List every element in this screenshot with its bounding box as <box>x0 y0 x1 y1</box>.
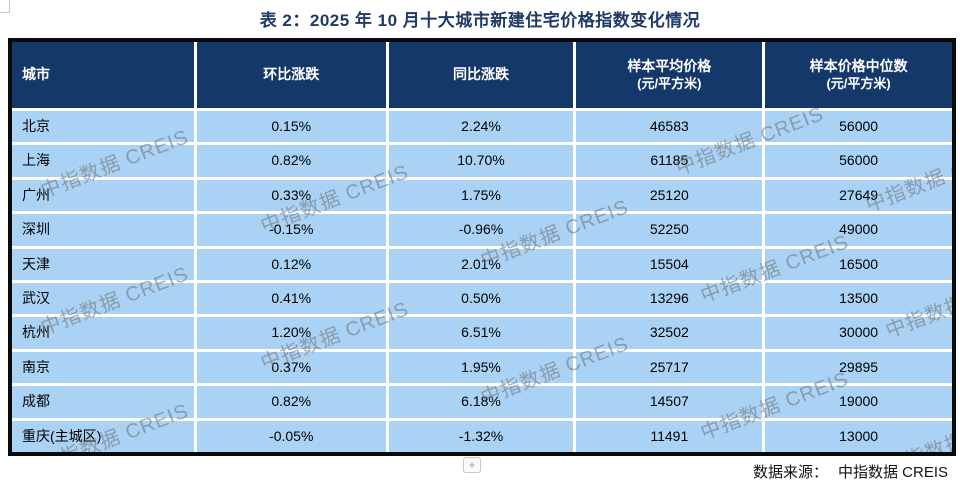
value-cell: 13296 <box>576 282 763 315</box>
value-cell: 49000 <box>765 214 952 246</box>
column-header: 同比涨跌 <box>388 42 574 108</box>
value-cell: 14507 <box>576 386 763 418</box>
value-cell: 6.51% <box>388 317 574 349</box>
value-cell: -0.15% <box>196 214 386 246</box>
city-cell: 广州 <box>12 179 194 212</box>
value-cell: 27649 <box>765 179 952 212</box>
value-cell: 0.82% <box>196 386 386 418</box>
data-source: 数据来源： 中指数据 CREIS <box>753 461 948 482</box>
table-expand-button[interactable]: + <box>463 457 481 473</box>
column-header-label: 环比涨跌 <box>263 66 320 83</box>
value-cell: 46583 <box>576 111 763 143</box>
value-cell: 0.50% <box>388 282 574 315</box>
city-cell: 深圳 <box>12 214 194 246</box>
column-header-label: 同比涨跌 <box>453 66 510 83</box>
value-cell: 29895 <box>765 351 952 384</box>
table-grid: 城市 环比涨跌 同比涨跌 样本平均价格 (元/平方米) 样本价格中位数 (元/平方米) 北京 0… <box>12 42 952 452</box>
column-header: 环比涨跌 <box>196 42 386 108</box>
value-cell: 2.24% <box>388 111 574 143</box>
value-cell: 25717 <box>576 351 763 384</box>
city-cell: 北京 <box>12 111 194 143</box>
value-cell: 0.15% <box>196 111 386 143</box>
value-cell: 10.70% <box>388 145 574 177</box>
column-header-label: 样本价格中位数 <box>809 58 908 75</box>
data-source-label: 数据来源： <box>752 464 828 481</box>
column-header-label: 城市 <box>22 66 50 83</box>
value-cell: 1.75% <box>388 179 574 212</box>
column-header: 样本价格中位数 (元/平方米) <box>765 42 952 108</box>
value-cell: 16500 <box>765 248 952 280</box>
value-cell: 1.95% <box>388 351 574 384</box>
column-header-unit: (元/平方米) <box>637 75 702 91</box>
value-cell: 15504 <box>576 248 763 280</box>
value-cell: -1.32% <box>388 420 574 452</box>
city-cell: 杭州 <box>12 317 194 349</box>
column-header: 样本平均价格 (元/平方米) <box>576 42 763 108</box>
value-cell: 2.01% <box>388 248 574 280</box>
city-cell: 天津 <box>12 248 194 280</box>
city-cell: 南京 <box>12 351 194 384</box>
price-index-table: 城市 环比涨跌 同比涨跌 样本平均价格 (元/平方米) 样本价格中位数 (元/平方米) 北京 0… <box>8 38 956 456</box>
value-cell: 32502 <box>576 317 763 349</box>
city-cell: 武汉 <box>12 282 194 315</box>
column-header: 城市 <box>12 42 194 108</box>
value-cell: 1.20% <box>196 317 386 349</box>
value-cell: 52250 <box>576 214 763 246</box>
value-cell: -0.96% <box>388 214 574 246</box>
data-source-value: 中指数据 CREIS <box>837 464 948 481</box>
value-cell: 30000 <box>765 317 952 349</box>
page-corner-artifact <box>0 0 10 13</box>
value-cell: -0.05% <box>196 420 386 452</box>
value-cell: 0.41% <box>196 282 386 315</box>
city-cell: 成都 <box>12 386 194 418</box>
value-cell: 13500 <box>765 282 952 315</box>
value-cell: 11491 <box>576 420 763 452</box>
value-cell: 56000 <box>765 145 952 177</box>
value-cell: 56000 <box>765 111 952 143</box>
value-cell: 0.33% <box>196 179 386 212</box>
value-cell: 6.18% <box>388 386 574 418</box>
column-header-label: 样本平均价格 <box>627 58 712 75</box>
value-cell: 0.37% <box>196 351 386 384</box>
table-title: 表 2：2025 年 10 月十大城市新建住宅价格指数变化情况 <box>259 11 701 30</box>
value-cell: 13000 <box>765 420 952 452</box>
value-cell: 0.12% <box>196 248 386 280</box>
value-cell: 19000 <box>765 386 952 418</box>
value-cell: 61185 <box>576 145 763 177</box>
value-cell: 0.82% <box>196 145 386 177</box>
value-cell: 25120 <box>576 179 763 212</box>
city-cell: 重庆(主城区) <box>12 420 194 452</box>
column-header-unit: (元/平方米) <box>826 75 891 91</box>
city-cell: 上海 <box>12 145 194 177</box>
